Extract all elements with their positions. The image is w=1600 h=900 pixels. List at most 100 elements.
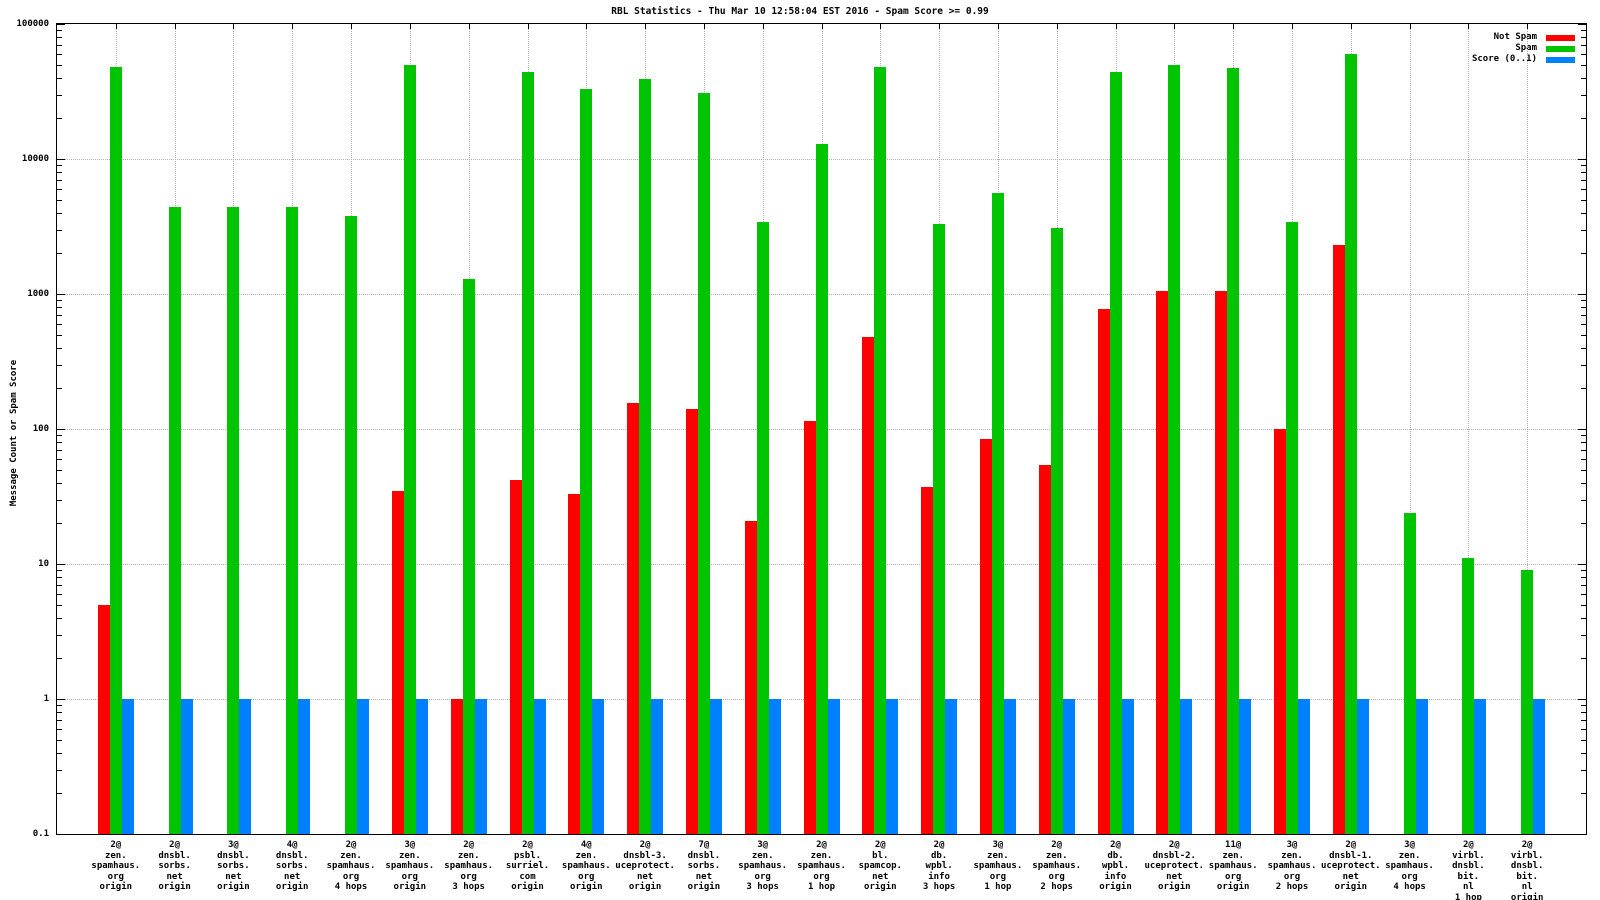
bar-spam bbox=[1227, 68, 1240, 834]
x-category-label: 3@ zen. spamhaus. org 2 hops bbox=[1244, 840, 1340, 893]
y-minor-tick bbox=[1581, 570, 1586, 572]
x-label-line: origin bbox=[158, 882, 191, 892]
x-label-line: surriel. bbox=[505, 861, 550, 871]
x-category-label: 11@ zen. spamhaus. org origin bbox=[1185, 840, 1281, 893]
y-major-tick bbox=[1578, 294, 1586, 295]
bar-not-spam bbox=[979, 438, 992, 834]
x-tick bbox=[645, 24, 647, 29]
y-major-tick bbox=[57, 564, 65, 565]
x-label-line: org bbox=[1225, 871, 1242, 882]
x-label-line: wpbl. bbox=[925, 861, 953, 871]
x-label-line: net bbox=[166, 871, 183, 882]
bar-spam bbox=[1286, 222, 1298, 834]
y-minor-tick bbox=[57, 634, 62, 636]
y-tick-label: 100 bbox=[32, 424, 49, 434]
y-minor-tick bbox=[57, 604, 62, 606]
x-label-line: org bbox=[1401, 871, 1418, 882]
x-label-line: 3@ bbox=[757, 840, 769, 850]
y-minor-tick bbox=[1581, 307, 1586, 309]
y-minor-tick bbox=[1581, 719, 1586, 721]
x-label-line: spamhaus. bbox=[797, 861, 846, 871]
bar-not-spam bbox=[1097, 308, 1110, 834]
x-label-line: net bbox=[284, 871, 301, 882]
x-label-line: origin bbox=[99, 882, 133, 892]
x-tick bbox=[174, 24, 176, 29]
y-minor-tick bbox=[57, 364, 62, 366]
y-minor-tick bbox=[1581, 77, 1586, 79]
x-label-line: org bbox=[989, 871, 1007, 882]
x-label-line: spamcop. bbox=[858, 861, 902, 871]
legend-label: Spam bbox=[1515, 43, 1537, 53]
x-label-line: 2@ bbox=[169, 840, 181, 850]
y-minor-tick bbox=[1581, 435, 1586, 437]
x-label-line: db. bbox=[1107, 850, 1124, 861]
y-minor-tick bbox=[57, 593, 62, 595]
x-label-line: sorbs. bbox=[275, 861, 309, 871]
x-category-label: 2@ dnsbl-3. uceprotect. net origin bbox=[597, 840, 693, 893]
y-major-tick bbox=[57, 159, 65, 160]
x-label-line: sorbs. bbox=[158, 861, 191, 871]
y-minor-tick bbox=[57, 705, 62, 707]
y-minor-tick bbox=[57, 323, 62, 325]
x-tick bbox=[1350, 24, 1352, 29]
y-minor-tick bbox=[1581, 634, 1586, 636]
x-label-line: dnsbl. bbox=[687, 850, 721, 861]
y-major-tick bbox=[1578, 834, 1586, 835]
y-minor-tick bbox=[57, 442, 62, 444]
bar-score bbox=[1356, 699, 1369, 834]
bar-spam bbox=[109, 67, 122, 834]
y-tick-label: 10 bbox=[38, 559, 49, 569]
x-label-line: 3 hops bbox=[746, 882, 779, 892]
x-label-line: origin bbox=[1510, 892, 1544, 900]
y-minor-tick bbox=[57, 658, 62, 660]
x-label-line: dnsbl. bbox=[275, 850, 309, 861]
y-minor-tick bbox=[57, 212, 62, 214]
bar-score bbox=[357, 699, 369, 834]
x-label-line: sorbs. bbox=[687, 861, 721, 871]
x-label-line: origin bbox=[570, 882, 603, 892]
y-minor-tick bbox=[57, 199, 62, 201]
y-minor-tick bbox=[57, 118, 62, 120]
bar-spam bbox=[1344, 53, 1357, 834]
x-tick bbox=[762, 24, 764, 29]
y-minor-tick bbox=[1581, 300, 1586, 302]
y-major-tick bbox=[1578, 429, 1586, 430]
chart-title: RBL Statistics - Thu Mar 10 12:58:04 EST… bbox=[611, 6, 989, 17]
x-category-label: 2@ virbl. dnsbl. bit. nl 1 hop bbox=[1420, 840, 1516, 900]
x-label-line: spamhaus. bbox=[1208, 861, 1258, 871]
x-category-label: 3@ zen. spamhaus. org 4 hops bbox=[1362, 840, 1458, 893]
bar-spam bbox=[697, 92, 710, 834]
y-minor-tick bbox=[57, 458, 62, 460]
bar-spam bbox=[1521, 570, 1534, 834]
x-label-line: spamhaus. bbox=[1385, 861, 1434, 871]
y-minor-tick bbox=[1581, 712, 1586, 714]
y-minor-tick bbox=[57, 188, 62, 190]
y-minor-tick bbox=[1581, 499, 1586, 501]
x-label-line: sorbs. bbox=[217, 861, 250, 871]
x-label-line: dnsbl-3. bbox=[623, 850, 667, 861]
bar-not-spam bbox=[450, 699, 463, 834]
x-label-line: zen. bbox=[340, 850, 362, 861]
x-label-line: com bbox=[519, 871, 536, 882]
y-minor-tick bbox=[57, 752, 62, 754]
bar-spam bbox=[1109, 72, 1122, 834]
y-minor-tick bbox=[1581, 334, 1586, 336]
bar-score bbox=[592, 699, 605, 834]
x-label-line: db. bbox=[930, 850, 948, 861]
y-minor-tick bbox=[1581, 604, 1586, 606]
x-label-line: spamhaus. bbox=[738, 861, 788, 871]
y-major-tick bbox=[57, 294, 65, 295]
x-tick bbox=[880, 24, 882, 29]
x-label-line: dnsbl. bbox=[1510, 861, 1544, 871]
x-label-line: 1 hop bbox=[807, 882, 836, 892]
x-category-label: 3@ zen. spamhaus. org 3 hops bbox=[715, 840, 811, 893]
x-label-line: net bbox=[225, 871, 242, 882]
x-label-line: spamhaus. bbox=[326, 861, 376, 871]
y-minor-tick bbox=[1581, 37, 1586, 39]
x-category-label: 2@ zen. spamhaus. org 4 hops bbox=[303, 840, 399, 893]
bar-spam bbox=[168, 207, 181, 834]
x-label-line: org bbox=[754, 871, 771, 882]
y-major-tick bbox=[1578, 24, 1586, 25]
x-label-line: zen. bbox=[1281, 850, 1303, 861]
x-label-line: 2@ bbox=[1110, 840, 1121, 850]
